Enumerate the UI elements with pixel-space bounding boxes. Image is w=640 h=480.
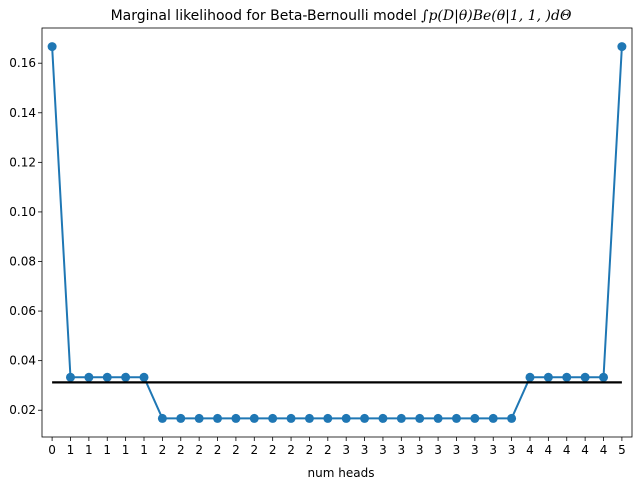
x-tick-label: 2 bbox=[250, 443, 258, 457]
data-point bbox=[488, 413, 498, 423]
x-tick-label: 1 bbox=[122, 443, 130, 457]
data-point bbox=[562, 372, 572, 382]
y-tick-label: 0.08 bbox=[9, 255, 36, 269]
data-point bbox=[213, 413, 223, 423]
data-point bbox=[451, 413, 461, 423]
data-point bbox=[231, 413, 241, 423]
y-tick-label: 0.14 bbox=[9, 106, 36, 120]
x-tick-label: 2 bbox=[195, 443, 203, 457]
x-tick-label: 2 bbox=[287, 443, 295, 457]
x-tick-label: 3 bbox=[379, 443, 387, 457]
x-tick-label: 3 bbox=[471, 443, 479, 457]
data-point bbox=[396, 413, 406, 423]
x-tick-label: 4 bbox=[563, 443, 571, 457]
data-point bbox=[323, 413, 333, 423]
data-point bbox=[507, 413, 517, 423]
data-point bbox=[378, 413, 388, 423]
x-tick-label: 4 bbox=[526, 443, 534, 457]
data-point bbox=[470, 413, 480, 423]
data-point bbox=[617, 42, 627, 52]
plot-area: 0.020.040.060.080.100.120.140.160 1 1 1 1 1 2 2… bbox=[9, 27, 633, 457]
x-tick-label: 3 bbox=[434, 443, 442, 457]
chart-title-text: Marginal likelihood for Beta-Bernoulli m… bbox=[111, 8, 422, 24]
x-tick-label: 3 bbox=[489, 443, 497, 457]
x-tick-label: 1 bbox=[85, 443, 93, 457]
y-tick-label: 0.10 bbox=[9, 205, 36, 219]
x-tick-label: 2 bbox=[177, 443, 185, 457]
x-tick-label: 3 bbox=[508, 443, 516, 457]
data-point bbox=[65, 372, 75, 382]
data-point bbox=[304, 413, 314, 423]
x-tick-label: 2 bbox=[159, 443, 167, 457]
data-point bbox=[580, 372, 590, 382]
y-tick-label: 0.04 bbox=[9, 354, 36, 368]
data-point bbox=[286, 413, 296, 423]
data-point bbox=[360, 413, 370, 423]
x-tick-label: 5 bbox=[618, 443, 626, 457]
data-point bbox=[139, 372, 149, 382]
data-point bbox=[249, 413, 259, 423]
data-point bbox=[157, 413, 167, 423]
x-tick-label: 2 bbox=[232, 443, 240, 457]
x-tick-label: 2 bbox=[214, 443, 222, 457]
data-point bbox=[84, 372, 94, 382]
data-point bbox=[47, 42, 57, 52]
x-tick-label: 4 bbox=[581, 443, 589, 457]
data-point bbox=[433, 413, 443, 423]
x-tick-label: 1 bbox=[140, 443, 148, 457]
chart-title: Marginal likelihood for Beta-Bernoulli m… bbox=[111, 8, 572, 24]
data-point bbox=[121, 372, 131, 382]
x-tick-label: 3 bbox=[398, 443, 406, 457]
y-tick-label: 0.12 bbox=[9, 155, 36, 169]
series-line bbox=[51, 46, 623, 420]
y-tick-label: 0.16 bbox=[9, 56, 36, 70]
data-point bbox=[268, 413, 278, 423]
x-tick-label: 3 bbox=[453, 443, 461, 457]
x-tick-label: 3 bbox=[361, 443, 369, 457]
data-point bbox=[194, 413, 204, 423]
data-point bbox=[525, 372, 535, 382]
x-tick-label: 1 bbox=[103, 443, 111, 457]
y-tick-label: 0.06 bbox=[9, 304, 36, 318]
data-point bbox=[543, 372, 553, 382]
x-tick-label: 1 bbox=[67, 443, 75, 457]
y-tick-label: 0.02 bbox=[9, 403, 36, 417]
data-point bbox=[415, 413, 425, 423]
x-tick-label: 3 bbox=[416, 443, 424, 457]
chart-title-math: ∫p(D|θ)Be(θ|1, 1, )dΘ bbox=[421, 8, 572, 24]
data-point bbox=[176, 413, 186, 423]
x-tick-label: 0 bbox=[48, 443, 56, 457]
x-tick-label: 2 bbox=[324, 443, 332, 457]
x-tick-label: 3 bbox=[342, 443, 350, 457]
x-tick-label: 4 bbox=[600, 443, 608, 457]
data-point bbox=[102, 372, 112, 382]
x-axis-label: num heads bbox=[308, 466, 375, 480]
data-point bbox=[341, 413, 351, 423]
x-tick-label: 4 bbox=[545, 443, 553, 457]
x-tick-label: 2 bbox=[269, 443, 277, 457]
x-tick-label: 2 bbox=[306, 443, 314, 457]
axes-frame bbox=[41, 27, 633, 438]
data-point bbox=[599, 372, 609, 382]
